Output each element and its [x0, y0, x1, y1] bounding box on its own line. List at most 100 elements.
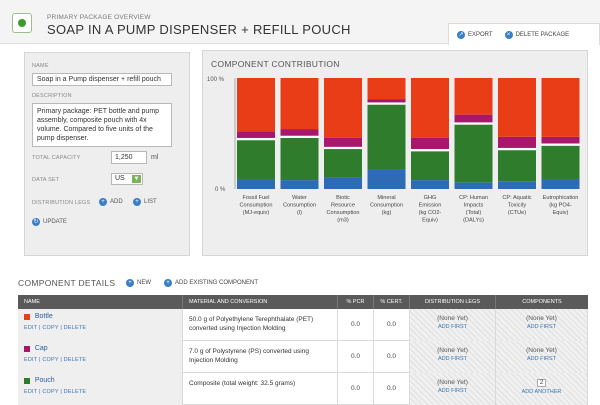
add-first-distribution-link[interactable]: ADD FIRST	[437, 324, 468, 330]
bar-segment	[367, 104, 406, 170]
page-header: PRIMARY PACKAGE OVERVIEW SOAP IN A PUMP …	[0, 0, 600, 45]
component-name-link[interactable]: Bottle	[34, 313, 53, 320]
bar-segment	[541, 78, 580, 137]
new-component-button[interactable]: + NEW	[126, 279, 151, 287]
capacity-field[interactable]: 1,250	[111, 151, 147, 164]
add-another-component-link[interactable]: ADD ANOTHER	[521, 389, 562, 395]
add-first-distribution-link[interactable]: ADD FIRST	[437, 388, 468, 394]
component-count-select[interactable]: 2	[536, 379, 547, 387]
add-first-distribution-link[interactable]: ADD FIRST	[437, 356, 468, 362]
bar-segment	[324, 177, 362, 189]
bar-segment	[324, 137, 362, 147]
component-name-cell: Bottle EDIT | COPY | DELETE	[18, 309, 183, 341]
bar-segment	[280, 129, 319, 136]
distribution-cell: (None Yet) ADD FIRST	[410, 309, 496, 341]
x-tick-label: (kg CO2-	[419, 210, 442, 216]
color-swatch	[24, 313, 30, 320]
component-count-row: 2	[496, 379, 587, 387]
x-tick-label: (kg PO4-	[549, 203, 572, 209]
column-header-material: MATERIAL AND CONVERSION	[183, 295, 338, 309]
bar-segment	[541, 143, 580, 146]
x-tick-label: (m3)	[337, 218, 349, 224]
x-tick-label: Mineral	[377, 195, 395, 201]
x-tick-label: CP: Human	[459, 195, 488, 201]
bar-segment	[280, 78, 319, 130]
add-leg-button[interactable]: + ADD	[99, 198, 123, 206]
bar-segment	[411, 137, 449, 150]
component-name-link[interactable]: Cap	[34, 345, 48, 352]
bar-segment	[411, 180, 449, 189]
dataset-label: DATA SET	[32, 177, 60, 183]
update-label: UPDATE	[43, 219, 67, 225]
export-label: EXPORT	[468, 31, 493, 38]
name-field[interactable]: Soap in a Pump dispenser + refill pouch	[32, 73, 172, 86]
bar-segment	[367, 169, 406, 189]
cert-cell: 0.0	[374, 341, 410, 373]
add-first-component-link[interactable]: ADD FIRST	[526, 356, 557, 362]
row-action-links[interactable]: EDIT | COPY | DELETE	[24, 357, 87, 364]
chart-title: COMPONENT CONTRIBUTION	[211, 59, 340, 69]
update-button[interactable]: ↻ UPDATE	[32, 218, 67, 226]
bar-segment	[367, 102, 406, 105]
plus-icon: +	[126, 279, 134, 287]
x-tick-label: Eutrophication	[543, 195, 579, 201]
refresh-icon: ↻	[32, 218, 40, 226]
status-indicator-icon	[12, 13, 32, 33]
distribution-empty-text: (None Yet)	[437, 379, 468, 386]
x-tick-label: Emission	[419, 203, 442, 209]
distribution-empty-text: (None Yet)	[437, 315, 468, 322]
delete-package-button[interactable]: × DELETE PACKAGE	[504, 30, 569, 39]
bar-segment	[411, 78, 449, 138]
bar-segment	[454, 182, 493, 189]
x-tick-label: Fossil Fuel	[242, 195, 269, 201]
list-legs-button[interactable]: + LIST	[133, 198, 157, 206]
plus-icon: +	[164, 279, 172, 287]
bar-segment	[454, 122, 493, 125]
color-swatch	[24, 345, 30, 352]
add-leg-label: ADD	[110, 199, 123, 205]
plus-icon: +	[133, 198, 141, 206]
component-name-link[interactable]: Pouch	[34, 377, 55, 384]
bar-segment	[367, 99, 406, 103]
export-icon: ↗	[457, 30, 465, 39]
table-row: Bottle EDIT | COPY | DELETE 50.0 g of Po…	[18, 309, 588, 341]
header-actions: ↗ EXPORT × DELETE PACKAGE	[448, 23, 600, 45]
name-label: NAME	[32, 63, 49, 69]
row-action-links[interactable]: EDIT | COPY | DELETE	[24, 389, 87, 396]
bar-segment	[498, 78, 536, 137]
add-first-component-link[interactable]: ADD FIRST	[526, 324, 557, 330]
component-name-cell: Cap EDIT | COPY | DELETE	[18, 341, 183, 373]
pcr-cell: 0.0	[338, 373, 374, 405]
plus-icon: +	[99, 198, 107, 206]
column-header-pcr: % PCR	[338, 295, 374, 309]
y-tick-label: 0 %	[215, 187, 226, 193]
dataset-select[interactable]: US ▼	[111, 173, 143, 185]
bar-segment	[498, 150, 536, 182]
close-icon: ×	[504, 30, 513, 39]
x-tick-label: Consumption	[240, 203, 273, 209]
bar-segment	[454, 78, 493, 115]
bar-segment	[237, 131, 275, 138]
chevron-down-icon: ▼	[132, 175, 141, 183]
components-table: NAME MATERIAL AND CONVERSION % PCR % CER…	[18, 295, 588, 405]
description-field[interactable]: Primary package: PET bottle and pump ass…	[32, 103, 172, 147]
x-tick-label: Water	[292, 195, 307, 201]
x-tick-label: CP: Aquatic	[502, 195, 531, 201]
bar-segment	[541, 136, 580, 144]
distribution-cell: (None Yet) ADD FIRST	[410, 341, 496, 373]
x-tick-label: (DALYs)	[463, 218, 484, 224]
bar-segment	[454, 124, 493, 183]
row-action-links[interactable]: EDIT | COPY | DELETE	[24, 325, 87, 332]
add-existing-component-label: ADD EXISTING COMPONENT	[175, 280, 259, 286]
x-tick-label: Toxicity	[508, 203, 527, 209]
color-swatch	[24, 377, 30, 384]
column-header-name: NAME	[18, 295, 183, 309]
column-header-cert: % CERT.	[374, 295, 410, 309]
table-row: Cap EDIT | COPY | DELETE 7.0 g of Polyst…	[18, 341, 588, 373]
bar-segment	[411, 149, 449, 152]
add-existing-component-button[interactable]: + ADD EXISTING COMPONENT	[164, 279, 258, 287]
export-button[interactable]: ↗ EXPORT	[457, 30, 493, 39]
bar-segment	[237, 140, 275, 180]
bar-segment	[498, 136, 536, 148]
bar-segment	[454, 114, 493, 123]
